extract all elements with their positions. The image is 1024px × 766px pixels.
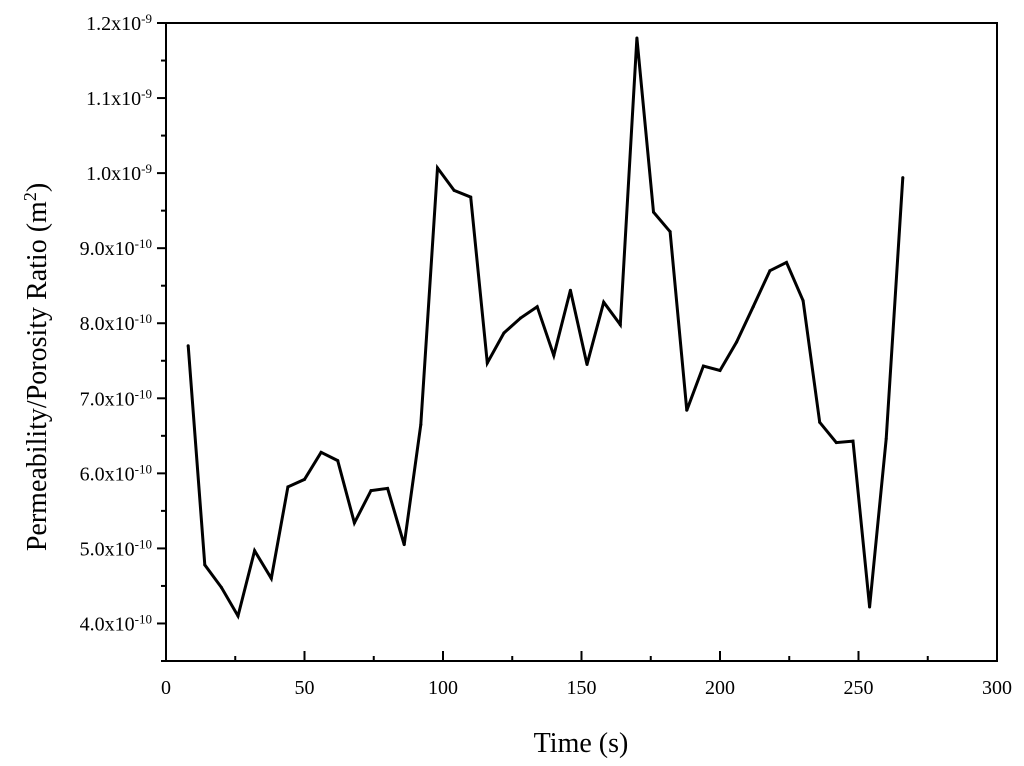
data-point [186,344,190,348]
y-tick-label: 1.0x10-9 [86,161,152,186]
data-point [701,364,705,368]
data-point [751,305,755,309]
data-point [303,477,306,481]
data-point [635,36,639,40]
data-point [485,361,489,365]
data-point [901,176,905,180]
y-axis: 4.0x10-10 5.0x10-10 6.0x10-10 7.0x10-10 8.0x… [80,11,166,662]
y-tick-label: 5.0x10-10 [80,536,152,561]
data-point [602,300,606,304]
x-tick-label: 300 [982,677,1012,699]
data-point [535,305,539,309]
series-points [186,36,905,618]
data-point [735,340,739,344]
data-point [652,210,656,214]
data-point [768,269,772,273]
y-tick-label: 1.1x10-9 [86,86,152,111]
data-point [386,486,390,490]
y-axis-title: Permeability/Porosity Ratio (m2) [20,183,53,551]
data-point [435,166,439,170]
x-axis-title: Time (s) [534,728,629,759]
data-point [718,369,722,373]
x-tick-label: 50 [295,677,315,699]
data-point [851,439,855,443]
x-tick-label: 0 [161,677,171,699]
data-point [568,288,572,292]
data-point [685,408,689,412]
x-tick-label: 100 [428,677,458,699]
y-axis-title-close: ) [22,183,53,192]
data-point [286,485,290,489]
data-point [519,316,523,320]
data-point [369,489,373,493]
y-tick-label: 1.2x10-9 [86,11,152,36]
x-tick-label: 200 [705,677,735,699]
y-tick-label: 7.0x10-10 [80,386,152,411]
data-point [336,459,340,463]
data-point [585,363,589,367]
data-point [502,331,506,335]
y-tick-label: 9.0x10-10 [80,236,152,260]
y-tick-label: 4.0x10-10 [80,611,152,636]
data-point [818,420,822,424]
data-point [552,354,556,358]
data-point [469,195,473,199]
y-tick-label: 8.0x10-10 [80,311,152,336]
data-point [868,605,872,609]
data-point [884,437,888,441]
data-point [219,585,223,589]
data-point [801,299,805,303]
series-line [186,37,905,620]
y-axis-title-main: Permeability/Porosity Ratio (m [22,201,53,551]
data-point [236,614,240,618]
y-axis-title-sup: 2 [20,192,40,201]
data-point [352,521,356,525]
data-point [402,543,406,547]
data-point [834,441,838,445]
x-tick-label: 150 [567,677,597,699]
data-point [319,450,323,454]
x-tick-label: 250 [844,677,874,699]
data-point [784,260,788,264]
y-tick-label: 6.0x10-10 [80,461,152,486]
data-point [253,549,257,553]
data-point [668,230,672,234]
data-point [618,323,622,327]
data-point [452,188,456,192]
data-point [269,576,273,580]
data-point [203,563,207,567]
data-point [419,423,423,427]
x-axis: 0 50 100 150 200 250 300 [161,651,1012,699]
